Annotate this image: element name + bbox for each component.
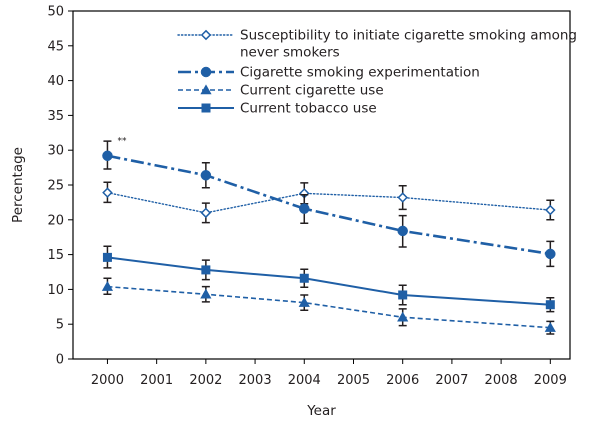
series-experimentation-marker xyxy=(200,170,212,181)
series-cigarette-use-marker xyxy=(200,288,212,299)
x-tick-label: 2004 xyxy=(288,373,321,388)
legend-susceptibility-label: Susceptibility to initiate cigarette smo… xyxy=(240,28,577,61)
x-tick-label: 2008 xyxy=(485,373,518,388)
legend-cigarette-use-marker xyxy=(200,84,212,95)
series-experimentation-marker xyxy=(299,203,310,214)
legend-cigarette-use-label: Current cigarette use xyxy=(240,83,384,99)
series-tobacco-use-marker xyxy=(398,290,408,300)
series-cigarette-use-line xyxy=(107,285,551,329)
series-susceptibility xyxy=(102,181,556,224)
legend-tobacco-use-marker xyxy=(201,103,211,113)
legend-experimentation: Cigarette smoking experimentation xyxy=(178,65,480,81)
y-tick-label: 10 xyxy=(47,283,64,298)
y-tick-label: 15 xyxy=(47,248,64,263)
series-susceptibility-line xyxy=(106,191,552,214)
x-tick-label: 2001 xyxy=(140,373,173,388)
legend-susceptibility: Susceptibility to initiate cigarette smo… xyxy=(177,28,577,61)
series-experimentation-marker xyxy=(397,225,408,237)
x-tick-label: 2000 xyxy=(91,373,124,388)
y-tick-label: 35 xyxy=(47,109,64,124)
legend: Susceptibility to initiate cigarette smo… xyxy=(177,28,577,117)
x-tick-label: 2006 xyxy=(386,373,419,388)
y-tick-label: 45 xyxy=(47,39,64,54)
series-experimentation-line xyxy=(107,154,551,256)
series-tobacco-use-marker xyxy=(299,273,309,283)
legend-susceptibility-marker xyxy=(200,29,212,41)
series-susceptibility-marker xyxy=(102,187,113,198)
axes: 0 5 10 15 20 25 30 35 40 45 50 2000 2001 2002 2003 2004… xyxy=(10,5,571,419)
x-tick-label: 2007 xyxy=(435,373,468,388)
series-cigarette-use-marker xyxy=(397,311,409,322)
y-tick-label: 20 xyxy=(47,213,64,228)
y-axis-title: Percentage xyxy=(10,147,26,223)
series-susceptibility-marker xyxy=(397,192,408,203)
legend-tobacco-use: Current tobacco use xyxy=(178,101,377,117)
x-tick-label: 2009 xyxy=(534,373,567,388)
y-tick-label: 50 xyxy=(47,5,64,20)
series-cigarette-use-marker xyxy=(544,322,556,332)
legend-experimentation-marker xyxy=(200,66,212,78)
x-tick-label: 2005 xyxy=(337,373,370,388)
series-experimentation xyxy=(102,140,556,268)
y-tick-label: 30 xyxy=(47,144,64,159)
series-cigarette-use-marker xyxy=(101,281,114,291)
legend-tobacco-use-label: Current tobacco use xyxy=(240,101,377,117)
y-tick-label: 5 xyxy=(56,318,64,333)
significance-annotation: ** xyxy=(117,136,127,146)
x-tick-label: 2003 xyxy=(239,373,272,388)
series-tobacco-use-marker xyxy=(102,252,112,262)
series-tobacco-use xyxy=(102,245,555,313)
series-experimentation-marker xyxy=(545,248,556,260)
y-tick-label: 0 xyxy=(56,353,64,368)
x-tick-label: 2002 xyxy=(189,373,222,388)
y-tick-label: 25 xyxy=(47,179,64,194)
series-group: ** xyxy=(101,136,556,335)
plot-frame xyxy=(72,10,571,360)
legend-experimentation-label: Cigarette smoking experimentation xyxy=(240,65,480,81)
y-tick-label: 40 xyxy=(47,74,64,89)
series-susceptibility-marker xyxy=(545,204,556,216)
x-axis-title: Year xyxy=(306,403,336,419)
series-experimentation-marker xyxy=(102,150,113,162)
series-tobacco-use-marker xyxy=(545,300,555,310)
legend-cigarette-use: Current cigarette use xyxy=(178,83,384,99)
series-cigarette-use-marker xyxy=(298,297,310,307)
series-cigarette-use xyxy=(101,277,556,335)
series-susceptibility-marker xyxy=(200,207,212,219)
series-tobacco-use-marker xyxy=(201,265,211,275)
series-tobacco-use-line xyxy=(107,256,551,306)
